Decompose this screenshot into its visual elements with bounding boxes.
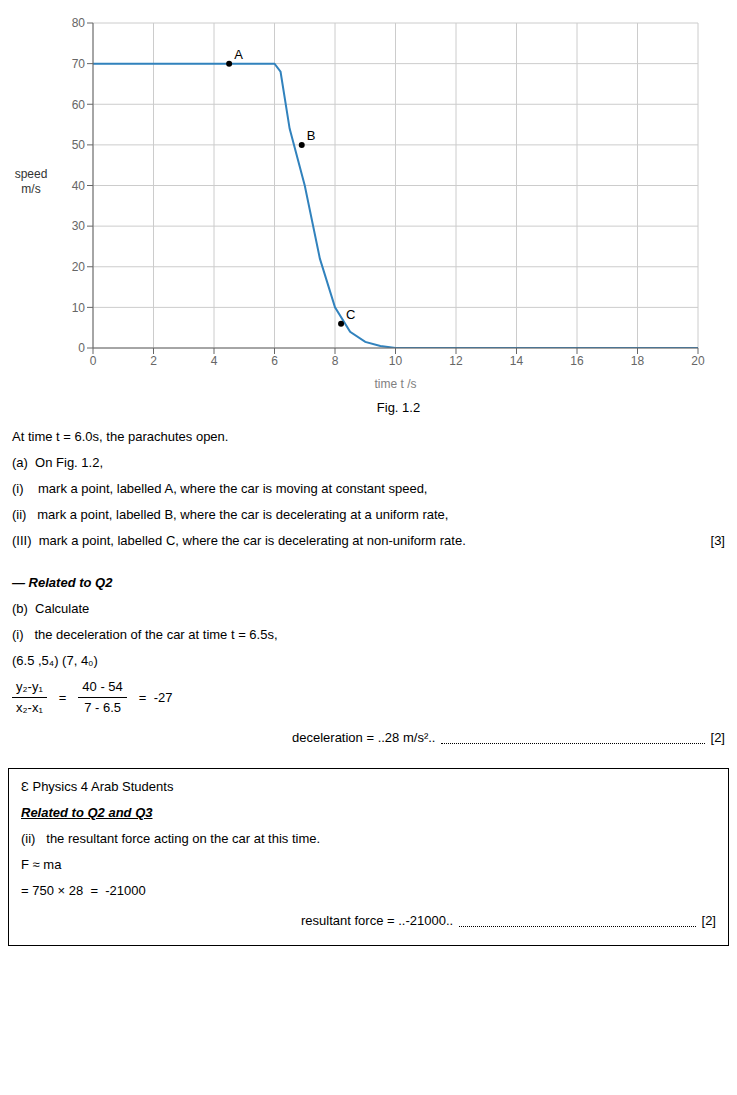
svg-text:B: B xyxy=(307,128,316,143)
svg-text:30: 30 xyxy=(72,219,86,233)
html-text:Fig. 1.2: Fig. 1.2 xyxy=(376,400,421,415)
html-text:(III) mark a point, labelled C: (III) mark a point, labelled C, where th… xyxy=(12,533,466,548)
html-text:7 - 6.5: 7 - 6.5 xyxy=(84,700,121,715)
svg-text:8: 8 xyxy=(332,354,339,368)
html-text:40 - 54: 40 - 54 xyxy=(82,679,123,694)
html-text:x₂-x₁: x₂-x₁ xyxy=(16,700,43,715)
html-text:(i) mark a point, labelled A,: (i) mark a point, labelled A, where the … xyxy=(12,481,428,496)
svg-text:speedm/s: speedm/s xyxy=(15,167,48,196)
html-text:F ≈ ma: F ≈ ma xyxy=(21,857,62,872)
svg-text:80: 80 xyxy=(72,16,86,30)
html-text:(ii) the resultant force actin: (ii) the resultant force acting on the c… xyxy=(21,831,321,846)
html-text:= -27: = -27 xyxy=(138,689,173,705)
html-text:(6.5 ,5₄) (7, 4₀): (6.5 ,5₄) (7, 4₀) xyxy=(12,653,98,668)
svg-text:10: 10 xyxy=(389,354,403,368)
html-text:(b) Calculate: (b) Calculate xyxy=(12,601,90,616)
html-text:[2]: [2] xyxy=(710,730,725,745)
svg-text:4: 4 xyxy=(211,354,218,368)
svg-text:0: 0 xyxy=(90,354,97,368)
html-text:— Related to Q2: — Related to Q2 xyxy=(12,575,113,590)
svg-text:2: 2 xyxy=(150,354,157,368)
html-text:resultant force = ..-21000..: resultant force = ..-21000.. xyxy=(301,913,454,928)
html-text:Ɛ Physics 4 Arab Students: Ɛ Physics 4 Arab Students xyxy=(21,779,174,794)
html-text:[2]: [2] xyxy=(701,913,716,928)
svg-text:40: 40 xyxy=(72,179,86,193)
svg-text:time t /s: time t /s xyxy=(374,377,416,391)
html-text:y₂-y₁: y₂-y₁ xyxy=(16,679,43,694)
html-text:(i) the deceleration of the ca: (i) the deceleration of the car at time … xyxy=(12,627,278,642)
svg-text:16: 16 xyxy=(570,354,584,368)
svg-text:C: C xyxy=(346,307,355,322)
svg-text:0: 0 xyxy=(78,341,85,355)
html-text:= 750 × 28 = -21000: = 750 × 28 = -21000 xyxy=(21,883,146,898)
svg-text:18: 18 xyxy=(631,354,645,368)
svg-text:50: 50 xyxy=(72,138,86,152)
html-text:At time t = 6.0s, the parachut: At time t = 6.0s, the parachutes open. xyxy=(12,429,229,444)
html-text:deceleration = ..28 m/s²..: deceleration = ..28 m/s².. xyxy=(292,730,436,745)
html-text:(ii) mark a point, labelled B,: (ii) mark a point, labelled B, where the… xyxy=(12,507,449,522)
svg-text:10: 10 xyxy=(72,301,86,315)
svg-text:70: 70 xyxy=(72,57,86,71)
svg-text:60: 60 xyxy=(72,98,86,112)
svg-text:14: 14 xyxy=(510,354,524,368)
svg-text:20: 20 xyxy=(691,354,705,368)
svg-text:6: 6 xyxy=(271,354,278,368)
html-text:(a) On Fig. 1.2,: (a) On Fig. 1.2, xyxy=(12,455,103,470)
html-text:Related to Q2 and Q3: Related to Q2 and Q3 xyxy=(21,805,153,820)
html-text:[3]: [3] xyxy=(710,533,725,548)
svg-text:A: A xyxy=(234,47,243,62)
svg-text:20: 20 xyxy=(72,260,86,274)
svg-text:12: 12 xyxy=(449,354,463,368)
